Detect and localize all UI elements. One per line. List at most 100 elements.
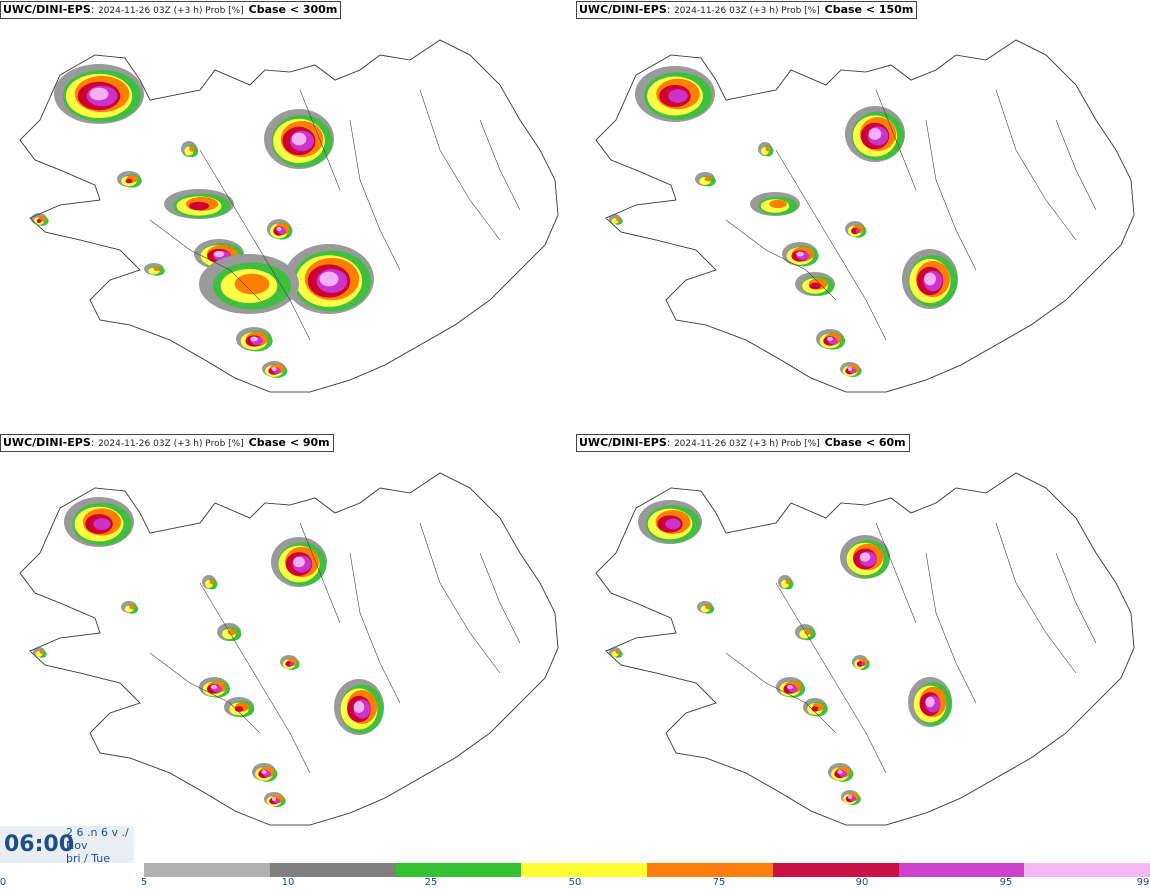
boundary-line <box>149 652 261 734</box>
probability-area <box>811 706 819 712</box>
valid-time-box: 06:00 2 6 .n 6 v ./ Nov þri / Tue <box>0 826 134 863</box>
color-scale-swatch <box>144 863 270 877</box>
probability-map <box>19 472 559 826</box>
coastline-outline <box>19 472 559 826</box>
boundary-line <box>299 522 341 624</box>
map-panel-90m: UWC/DINI-EPS: 2024-11-26 03Z (+3 h) Prob… <box>0 433 574 863</box>
probability-area <box>796 251 804 257</box>
model-name: UWC/DINI-EPS <box>3 3 91 16</box>
color-scale-bar <box>144 863 1150 877</box>
probability-area <box>787 684 793 690</box>
boundary-line <box>995 89 1077 241</box>
boundary-line <box>1055 119 1097 211</box>
panel-title: UWC/DINI-EPS: 2024-11-26 03Z (+3 h) Prob… <box>576 434 910 452</box>
probability-area <box>705 604 711 610</box>
boundary-line <box>299 89 341 191</box>
boundary-line <box>775 582 887 774</box>
run-info: 2024-11-26 03Z (+3 h) Prob [%] <box>97 439 244 449</box>
map-panel-300m: UWC/DINI-EPS: 2024-11-26 03Z (+3 h) Prob… <box>0 0 574 430</box>
probability-area <box>213 250 225 258</box>
color-scale-swatch <box>521 863 647 877</box>
probability-area <box>125 178 133 184</box>
boundary-line <box>199 582 311 774</box>
boundary-line <box>349 552 401 704</box>
color-scale-swatch <box>1024 863 1150 877</box>
probability-area <box>210 684 218 690</box>
boundary-line <box>349 119 401 271</box>
probability-area <box>827 336 833 342</box>
boundary-line <box>725 652 837 734</box>
parameter-label: Cbase < 60m <box>824 436 906 449</box>
probability-area <box>925 696 935 708</box>
panel-title: UWC/DINI-EPS: 2024-11-26 03Z (+3 h) Prob… <box>0 434 334 452</box>
probability-area <box>785 579 791 585</box>
valid-month: Nov <box>66 839 88 852</box>
valid-time: 06:00 <box>4 832 75 857</box>
color-scale-swatch <box>647 863 773 877</box>
model-name: UWC/DINI-EPS <box>3 436 91 449</box>
probability-area <box>353 701 365 713</box>
color-scale-swatch <box>395 863 522 877</box>
map-panel-150m: UWC/DINI-EPS: 2024-11-26 03Z (+3 h) Prob… <box>576 0 1150 430</box>
boundary-line <box>419 89 501 241</box>
coastline-outline <box>595 472 1135 826</box>
boundary-line <box>1055 552 1097 644</box>
probability-area <box>153 266 161 272</box>
color-scale-tick-label: 75 <box>712 877 726 888</box>
boundary-line <box>925 119 977 271</box>
probability-area <box>868 128 882 140</box>
probability-area <box>665 518 681 530</box>
probability-area <box>848 795 852 799</box>
boundary-line <box>995 522 1077 674</box>
probability-area <box>189 201 209 211</box>
parameter-label: Cbase < 300m <box>248 3 338 16</box>
probability-area <box>861 662 865 666</box>
valid-date: 2 6 .n 6 v ./ Nov þri / Tue <box>66 826 129 863</box>
boundary-line <box>199 149 311 341</box>
boundary-line <box>479 119 521 211</box>
panel-title: UWC/DINI-EPS: 2024-11-26 03Z (+3 h) Prob… <box>576 1 918 19</box>
valid-date-line: 2 6 .n 6 v ./ <box>66 826 129 839</box>
color-scale-ticks: 0 5 10 25 50 75 90 95 99 <box>0 877 1150 891</box>
color-scale-tick-label: 0 <box>0 877 7 888</box>
panel-title: UWC/DINI-EPS: 2024-11-26 03Z (+3 h) Prob… <box>0 1 342 19</box>
coastline-outline <box>19 39 559 393</box>
probability-area <box>234 273 270 295</box>
color-scale-tick-label: 25 <box>424 877 438 888</box>
probability-area <box>271 367 277 371</box>
probability-area <box>36 219 42 223</box>
color-scale-tick-label: 90 <box>855 877 869 888</box>
probability-area <box>89 87 109 101</box>
probability-area <box>261 770 267 774</box>
boundary-line <box>149 219 261 301</box>
boundary-line <box>925 552 977 704</box>
probability-area <box>668 89 688 103</box>
probability-area <box>615 650 621 654</box>
probability-area <box>276 226 282 232</box>
probability-area <box>250 336 258 342</box>
color-scale-tick-label: 10 <box>281 877 295 888</box>
probability-area <box>847 367 853 371</box>
probability-area <box>859 552 871 562</box>
coastline-outline <box>595 39 1135 393</box>
probability-area <box>129 604 135 610</box>
parameter-label: Cbase < 150m <box>824 3 914 16</box>
boundary-line <box>479 552 521 644</box>
color-scale-swatch <box>269 863 396 877</box>
run-info: 2024-11-26 03Z (+3 h) Prob [%] <box>673 6 820 16</box>
boundary-line <box>875 89 917 191</box>
probability-area <box>93 517 111 531</box>
probability-area <box>291 132 307 146</box>
model-name: UWC/DINI-EPS <box>579 436 667 449</box>
run-info: 2024-11-26 03Z (+3 h) Prob [%] <box>673 439 820 449</box>
probability-area <box>615 217 621 221</box>
probability-area <box>289 662 295 666</box>
probability-area <box>765 146 771 152</box>
color-scale-swatch <box>772 863 899 877</box>
probability-area <box>234 706 244 712</box>
probability-map <box>595 39 1135 393</box>
probability-map <box>19 39 559 393</box>
probability-area <box>319 271 339 287</box>
probability-area <box>227 628 237 636</box>
probability-map <box>595 472 1135 826</box>
